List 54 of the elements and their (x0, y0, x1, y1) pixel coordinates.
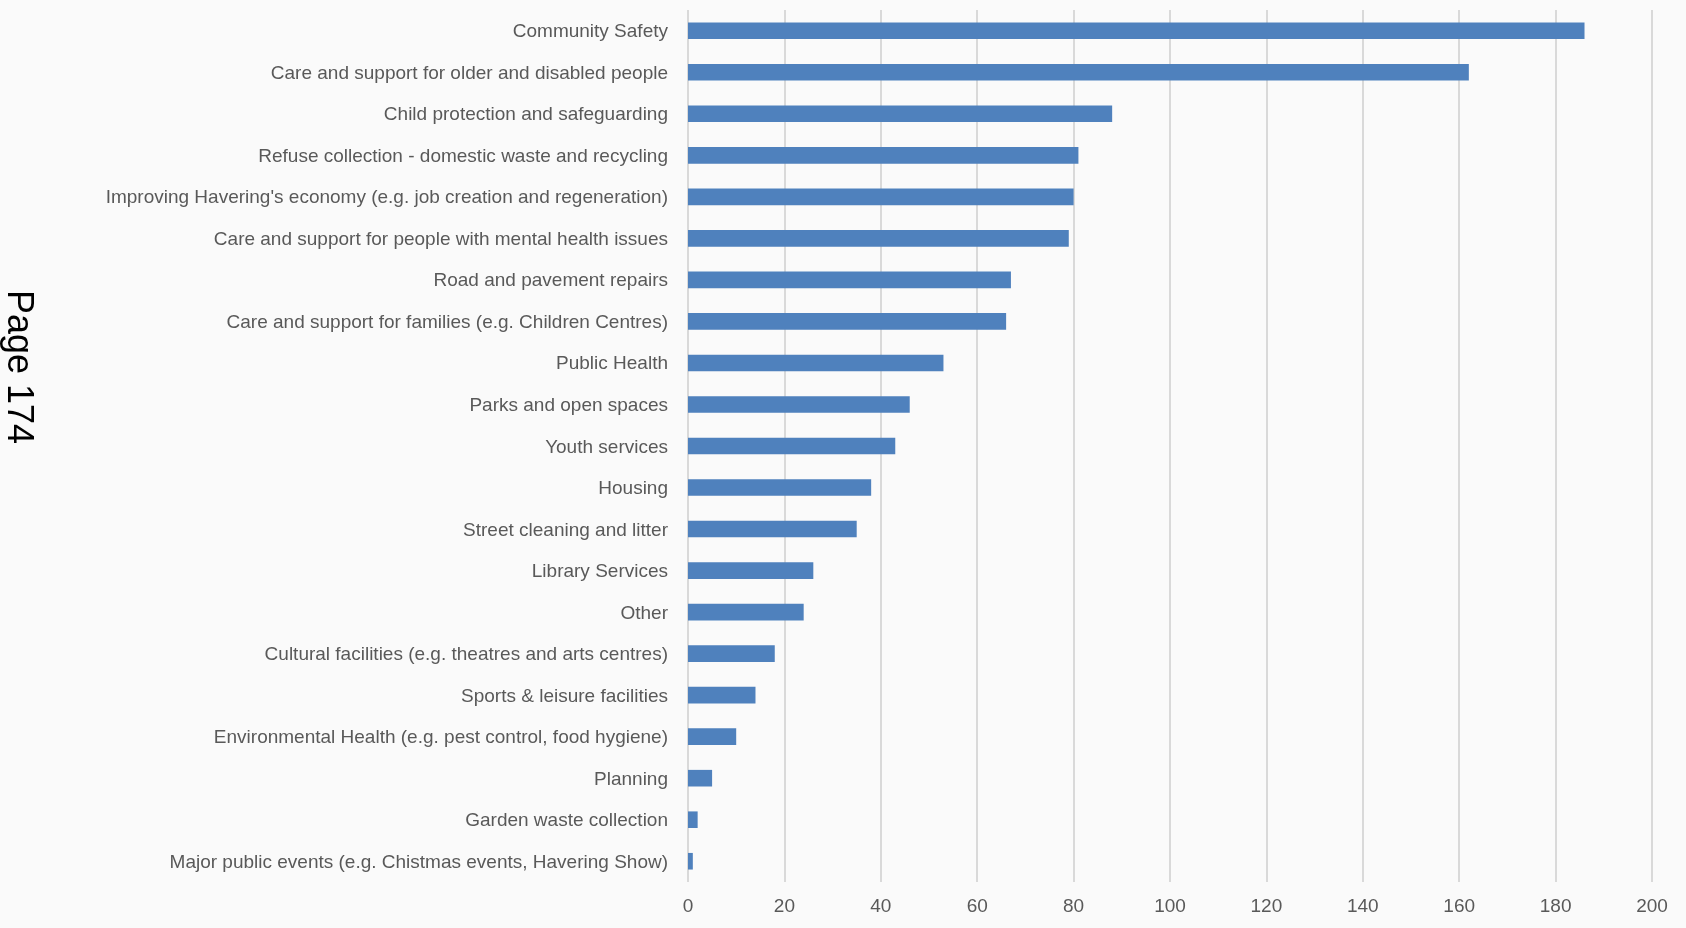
x-tick-label: 0 (682, 895, 694, 916)
x-tick-label: 180 (1539, 895, 1572, 916)
y-tick-label: Cultural facilities (e.g. theatres and arts centres) (264, 643, 668, 665)
y-tick-label: Planning (594, 767, 668, 789)
y-tick-label: Improving Havering's economy (e.g. job creation and regeneration) (105, 186, 668, 208)
y-tick-label: Garden waste collection (465, 809, 668, 831)
bar (688, 396, 910, 413)
text: Page 174 (0, 290, 41, 445)
x-tick-label: 140 (1346, 895, 1379, 916)
bar (688, 603, 804, 621)
x-tick-label: 100 (1154, 895, 1186, 916)
y-tick-label: Street cleaning and litter (463, 518, 669, 540)
bar (688, 230, 1069, 247)
bar (688, 271, 1011, 289)
bar (688, 63, 1469, 81)
bar (688, 437, 896, 455)
y-tick-label: Road and pavement repairs (433, 269, 668, 291)
y-tick-label: Parks and open spaces (469, 393, 668, 415)
bar (688, 22, 1585, 40)
bar (688, 105, 1113, 123)
bar (688, 313, 1007, 330)
bar (688, 479, 872, 496)
bar (688, 354, 944, 372)
y-tick-label: Child protection and safeguarding (383, 103, 668, 125)
bar (688, 852, 693, 870)
bar (688, 147, 1079, 164)
y-tick-label: Public Health (556, 352, 668, 374)
bar (688, 811, 698, 829)
x-tick-label: 60 (966, 895, 988, 916)
y-tick-label: Community Safety (512, 20, 669, 42)
x-tick-label: 40 (870, 895, 892, 916)
bar (688, 520, 857, 538)
bar (688, 562, 814, 579)
y-tick-label: Housing (598, 477, 668, 499)
bar (688, 686, 756, 704)
x-tick-label: 160 (1443, 895, 1476, 916)
x-tick-label: 80 (1063, 895, 1085, 916)
y-tick-label: Refuse collection - domestic waste and recycling (258, 144, 668, 166)
x-tick-label: 20 (773, 895, 795, 916)
x-tick-label: 200 (1636, 895, 1668, 916)
y-tick-label: Library Services (531, 560, 668, 582)
y-tick-label: Other (620, 601, 669, 623)
y-tick-label: Care and support for families (e.g. Children Centres) (226, 310, 668, 332)
y-tick-label: Major public events (e.g. Chistmas events, Havering Show) (169, 850, 668, 872)
y-tick-label: Sports & leisure facilities (461, 684, 668, 706)
x-tick-label: 120 (1250, 895, 1283, 916)
bar (688, 188, 1074, 206)
bar (688, 645, 775, 662)
bar (688, 769, 713, 787)
y-tick-label: Youth services (545, 435, 668, 457)
y-tick-label: Care and support for older and disabled people (270, 61, 668, 83)
y-tick-label: Care and support for people with mental health issues (213, 227, 668, 249)
bar (688, 728, 737, 745)
y-tick-label: Environmental Health (e.g. pest control, food hygiene) (213, 726, 668, 748)
